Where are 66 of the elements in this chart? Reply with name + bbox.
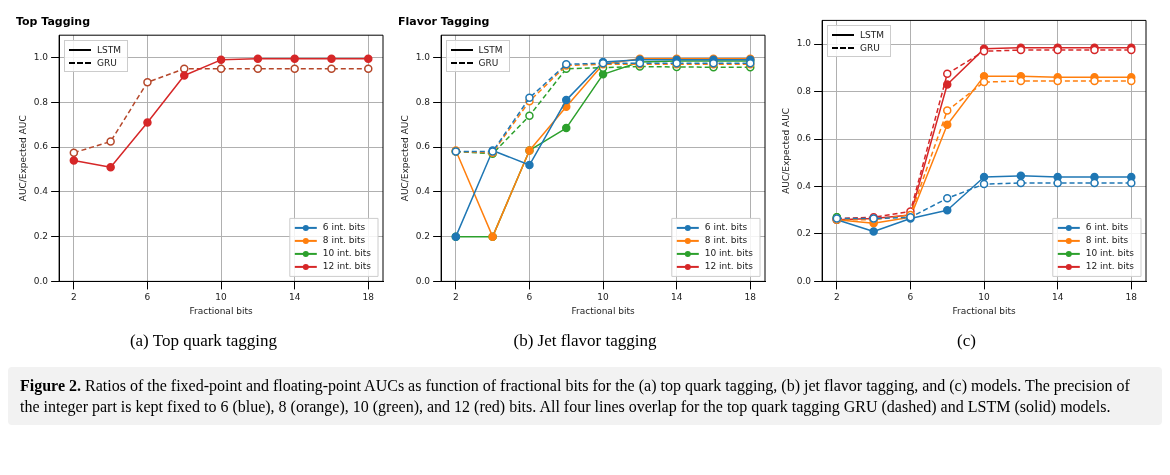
x-tick-label: 18 bbox=[1125, 292, 1138, 303]
y-tick-label: 0.4 bbox=[33, 186, 49, 197]
text: (a) Top quark tagging bbox=[129, 331, 278, 351]
legend-label: 12 int. bits bbox=[704, 261, 753, 272]
annotation: LSTM bbox=[860, 29, 885, 40]
chart-title: Flavor Tagging bbox=[397, 15, 489, 29]
x-axis-title: Fractional bits bbox=[952, 305, 1016, 316]
text: (c) bbox=[957, 331, 976, 351]
legend-label: 8 int. bits bbox=[1085, 235, 1129, 246]
y-tick-label: 0.6 bbox=[796, 133, 812, 144]
legend-label: 6 int. bits bbox=[1085, 222, 1129, 233]
x-tick-label: 10 bbox=[978, 292, 991, 303]
annotation: GRU bbox=[478, 57, 499, 68]
y-tick-label: 0.2 bbox=[33, 230, 49, 241]
y-tick-label: 0.8 bbox=[796, 85, 812, 96]
y-tick-label: 1.0 bbox=[33, 51, 49, 62]
x-tick-label: 14 bbox=[670, 292, 683, 303]
legend-label: 6 int. bits bbox=[704, 222, 748, 233]
annotation: LSTM bbox=[97, 44, 122, 55]
annotation: GRU bbox=[860, 42, 880, 53]
x-tick-label: 6 bbox=[526, 292, 533, 303]
x-tick-label: 10 bbox=[596, 292, 609, 303]
y-tick-label: 0.4 bbox=[796, 180, 812, 191]
x-tick-label: 6 bbox=[144, 292, 151, 303]
y-tick-label: 1.0 bbox=[796, 38, 812, 49]
y-tick-label: 0.0 bbox=[415, 275, 430, 286]
x-axis-title: Fractional bits bbox=[570, 305, 635, 316]
y-axis-title: AUC/Expected AUC bbox=[780, 107, 791, 194]
y-tick-label: 0.6 bbox=[415, 141, 430, 152]
text: (b) Jet flavor tagging bbox=[513, 331, 657, 351]
caption: Figure 2. Ratios of the fixed-point and floating-point AUCs as function of fractional bits for the (a) top quark tagging, (b) jet flavor tagging, and (c) models. The precision of the integer part is kept fixed to 6 (blue), 8 (orange), 10 (green), and 12 (red) bits. All four lines overlap for the top quark tagging GRU (dashed) and LSTM (solid) models. bbox=[20, 377, 1130, 415]
y-axis-title: AUC/Expected AUC bbox=[17, 115, 28, 202]
y-tick-label: 0.0 bbox=[33, 275, 49, 286]
legend-box: LSTM GRU bbox=[445, 40, 510, 73]
y-tick-label: 0.2 bbox=[796, 228, 812, 239]
legend-label: 12 int. bits bbox=[322, 261, 372, 272]
x-axis-title: Fractional bits bbox=[189, 305, 253, 316]
annotation: GRU bbox=[97, 57, 117, 68]
x-tick-label: 6 bbox=[907, 292, 914, 303]
y-tick-label: 0.2 bbox=[415, 230, 430, 241]
x-tick-label: 18 bbox=[744, 292, 756, 303]
legend-label: 8 int. bits bbox=[322, 235, 366, 246]
x-tick-label: 14 bbox=[288, 292, 301, 303]
legend-label: 6 int. bits bbox=[322, 222, 366, 233]
x-tick-label: 2 bbox=[70, 292, 77, 303]
y-tick-label: 0.0 bbox=[796, 275, 812, 286]
y-tick-label: 0.4 bbox=[415, 186, 430, 197]
legend-box: LSTM GRU bbox=[64, 40, 129, 73]
chart-title: Top Tagging bbox=[16, 15, 91, 29]
x-tick-label: 2 bbox=[452, 292, 459, 303]
x-tick-label: 14 bbox=[1051, 292, 1064, 303]
x-tick-label: 18 bbox=[362, 292, 375, 303]
annotation: LSTM bbox=[478, 44, 503, 55]
legend-label: 8 int. bits bbox=[704, 235, 748, 246]
y-tick-label: 0.6 bbox=[33, 141, 49, 152]
legend-label: 10 int. bits bbox=[704, 248, 753, 259]
y-axis-title: AUC/Expected AUC bbox=[399, 115, 410, 202]
x-tick-label: 10 bbox=[215, 292, 228, 303]
y-tick-label: 1.0 bbox=[415, 51, 430, 62]
legend-box: LSTM GRU bbox=[827, 25, 892, 58]
y-tick-label: 0.8 bbox=[415, 96, 430, 107]
x-tick-label: 2 bbox=[833, 292, 840, 303]
legend-label: 12 int. bits bbox=[1085, 261, 1135, 272]
legend-label: 10 int. bits bbox=[322, 248, 372, 259]
y-tick-label: 0.8 bbox=[33, 96, 49, 107]
legend-label: 10 int. bits bbox=[1085, 248, 1135, 259]
